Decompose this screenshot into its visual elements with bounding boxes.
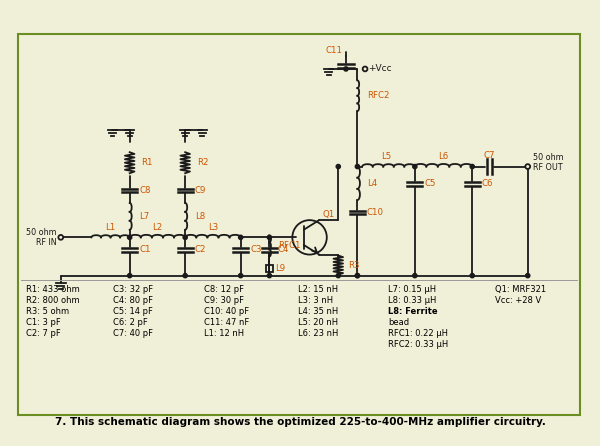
Circle shape <box>128 273 132 278</box>
Bar <box>18 34 580 415</box>
Circle shape <box>355 273 359 278</box>
Text: RFC2: RFC2 <box>367 91 389 100</box>
Text: R1: R1 <box>141 158 152 167</box>
Text: C6: 2 pF: C6: 2 pF <box>113 318 148 327</box>
Circle shape <box>336 273 340 278</box>
Text: L7: L7 <box>139 212 149 221</box>
Text: L8: 0.33 μH: L8: 0.33 μH <box>388 296 436 305</box>
Text: L5: 20 nH: L5: 20 nH <box>298 318 338 327</box>
Circle shape <box>344 67 348 71</box>
Text: R3: R3 <box>348 260 359 269</box>
Text: 50 ohm
RF OUT: 50 ohm RF OUT <box>533 153 563 173</box>
Text: Vcc: +28 V: Vcc: +28 V <box>495 296 541 305</box>
Text: L1: L1 <box>106 223 116 232</box>
Text: L4: 35 nH: L4: 35 nH <box>298 307 338 316</box>
Circle shape <box>413 165 417 169</box>
Circle shape <box>470 273 475 278</box>
Text: C9: C9 <box>195 186 206 195</box>
Text: C9: 30 pF: C9: 30 pF <box>205 296 244 305</box>
Text: 7. This schematic diagram shows the optimized 225-to-400-MHz amplifier circuitry: 7. This schematic diagram shows the opti… <box>55 417 545 427</box>
Text: L2: L2 <box>152 223 163 232</box>
Text: L6: L6 <box>439 153 449 161</box>
Text: C2: 7 pF: C2: 7 pF <box>26 329 61 338</box>
Text: C8: C8 <box>139 186 151 195</box>
Circle shape <box>183 235 187 240</box>
Bar <box>266 265 273 272</box>
Text: L3: 3 nH: L3: 3 nH <box>298 296 333 305</box>
Text: Q1: Q1 <box>323 210 335 219</box>
Text: C11: C11 <box>326 46 343 55</box>
Text: C6: C6 <box>482 179 493 188</box>
Text: L5: L5 <box>381 153 391 161</box>
Text: 50 ohm
RF IN: 50 ohm RF IN <box>26 227 57 247</box>
Text: C2: C2 <box>195 245 206 254</box>
Text: C4: 80 pF: C4: 80 pF <box>113 296 154 305</box>
Circle shape <box>239 235 243 240</box>
Text: RFC1: RFC1 <box>278 240 301 249</box>
Text: +Vcc: +Vcc <box>368 64 392 74</box>
Text: C3: 32 pF: C3: 32 pF <box>113 285 154 294</box>
Text: C7: 40 pF: C7: 40 pF <box>113 329 154 338</box>
Text: L8: L8 <box>195 212 205 221</box>
Text: L4: L4 <box>367 179 377 188</box>
Text: R1: 433 ohm: R1: 433 ohm <box>26 285 80 294</box>
Text: C10: C10 <box>367 208 384 217</box>
Circle shape <box>355 165 359 169</box>
Text: C5: C5 <box>424 179 436 188</box>
Text: C10: 40 pF: C10: 40 pF <box>205 307 250 316</box>
Circle shape <box>336 165 340 169</box>
Circle shape <box>267 235 271 240</box>
Text: R2: R2 <box>197 158 208 167</box>
Text: C1: C1 <box>139 245 151 254</box>
Text: C8: 12 pF: C8: 12 pF <box>205 285 244 294</box>
Text: L1: 12 nH: L1: 12 nH <box>205 329 244 338</box>
Circle shape <box>183 273 187 278</box>
Text: C11: 47 nF: C11: 47 nF <box>205 318 250 327</box>
Text: RFC1: 0.22 μH: RFC1: 0.22 μH <box>388 329 448 338</box>
Text: R3: 5 ohm: R3: 5 ohm <box>26 307 70 316</box>
Text: C7: C7 <box>484 151 495 160</box>
Text: L3: L3 <box>208 223 218 232</box>
Circle shape <box>58 235 63 240</box>
Text: bead: bead <box>388 318 409 327</box>
Text: C1: 3 pF: C1: 3 pF <box>26 318 61 327</box>
Circle shape <box>355 273 359 278</box>
Circle shape <box>413 273 417 278</box>
Circle shape <box>526 273 530 278</box>
Text: R2: 800 ohm: R2: 800 ohm <box>26 296 80 305</box>
Text: L7: 0.15 μH: L7: 0.15 μH <box>388 285 436 294</box>
Circle shape <box>526 164 530 169</box>
Text: L9: L9 <box>275 264 285 273</box>
Circle shape <box>470 165 475 169</box>
Circle shape <box>128 235 132 240</box>
Circle shape <box>267 273 271 278</box>
Circle shape <box>362 66 367 71</box>
Text: L2: 15 nH: L2: 15 nH <box>298 285 338 294</box>
Text: RFC2: 0.33 μH: RFC2: 0.33 μH <box>388 340 448 349</box>
Text: Q1: MRF321: Q1: MRF321 <box>495 285 547 294</box>
Text: C3: C3 <box>250 245 262 254</box>
Text: C4: C4 <box>278 245 289 254</box>
Text: C5: 14 pF: C5: 14 pF <box>113 307 153 316</box>
Text: L6: 23 nH: L6: 23 nH <box>298 329 338 338</box>
Text: L8: Ferrite: L8: Ferrite <box>388 307 437 316</box>
Circle shape <box>239 273 243 278</box>
